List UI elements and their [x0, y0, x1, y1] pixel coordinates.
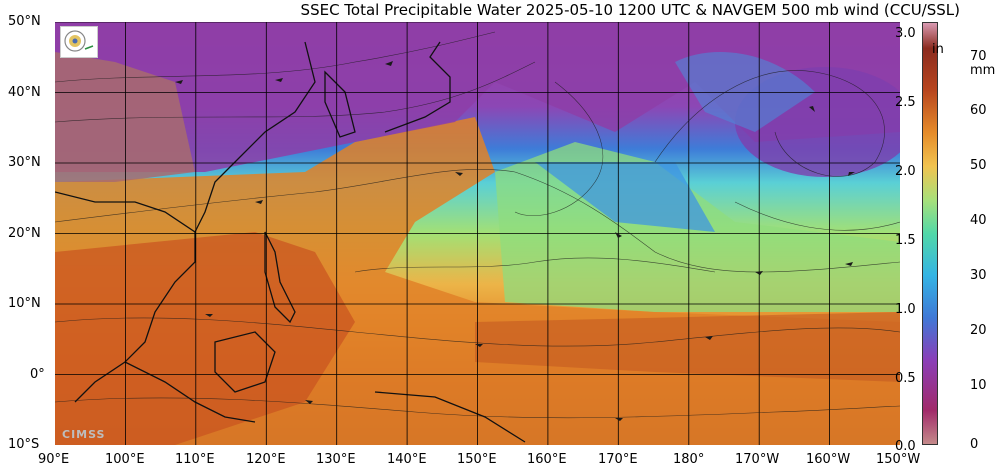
lon-label-120e: 120°E	[246, 452, 286, 467]
colorbar	[922, 22, 938, 445]
lon-label-140e: 140°E	[387, 452, 427, 467]
mainland-coast	[55, 191, 196, 403]
lat-label-30n: 30°N	[8, 155, 41, 170]
lat-label-50n: 50°N	[8, 14, 41, 29]
lon-label-90e: 90°E	[38, 452, 70, 467]
lon-label-160w: 160°W	[806, 452, 851, 467]
graticule	[55, 22, 900, 445]
cbar-mm-30: 30	[970, 268, 987, 283]
cbar-in-0-0: 0.0	[895, 439, 916, 454]
wind-arrows	[175, 61, 855, 421]
lon-label-150e: 150°E	[457, 452, 497, 467]
lon-label-170e: 170°E	[598, 452, 638, 467]
cbar-in-0-5: 0.5	[895, 371, 916, 386]
lon-label-130e: 130°E	[316, 452, 356, 467]
lon-label-110e: 110°E	[175, 452, 215, 467]
cbar-mm-20: 20	[970, 323, 987, 338]
lon-label-150w: 150°W	[876, 452, 921, 467]
colorbar-gradient	[923, 23, 937, 444]
cbar-mm-50: 50	[970, 158, 987, 173]
ssec-logo	[60, 26, 98, 58]
sumatra-java-outline	[124, 361, 256, 423]
coastlines	[55, 41, 526, 443]
precipitable-water-map	[55, 22, 900, 445]
cbar-in-2-5: 2.5	[895, 95, 916, 110]
dry-tongue	[535, 162, 715, 232]
cbar-inch-unit: in	[932, 42, 944, 57]
lat-label-10n: 10°N	[8, 296, 41, 311]
cbar-mm-60: 60	[970, 103, 987, 118]
lat-label-20n: 20°N	[8, 226, 41, 241]
chart-title: SSEC Total Precipitable Water 2025-05-10…	[300, 1, 960, 19]
cbar-mm-10: 10	[970, 378, 987, 393]
lon-label-180: 180°	[673, 452, 705, 467]
lon-label-160e: 160°E	[527, 452, 567, 467]
cbar-mm-40: 40	[970, 213, 987, 228]
lon-label-170w: 170°W	[735, 452, 780, 467]
borneo-outline	[214, 331, 276, 393]
cbar-mm-unit: mm	[970, 63, 996, 78]
ssec-emblem	[64, 30, 94, 52]
map-canvas	[55, 22, 900, 445]
korea-outline	[324, 70, 356, 138]
china-coast	[194, 41, 316, 233]
lat-label-10s: 10°S	[8, 437, 40, 452]
japan-outline	[384, 41, 451, 133]
cimss-watermark: CIMSS	[62, 428, 106, 441]
wind-streamlines	[55, 31, 900, 419]
cbar-in-2-0: 2.0	[895, 164, 916, 179]
cbar-in-3-0: 3.0	[895, 26, 916, 41]
cbar-mm-70: 70	[970, 49, 987, 64]
cbar-mm-0: 0	[970, 437, 979, 452]
lat-label-40n: 40°N	[8, 85, 41, 100]
maritime-continent-moisture	[55, 232, 355, 445]
lat-label-equator: 0°	[30, 367, 45, 382]
moist-plume-north	[675, 52, 815, 132]
lon-label-100e: 100°E	[105, 452, 145, 467]
cbar-in-1-5: 1.5	[895, 233, 916, 248]
new-guinea-outline	[374, 391, 526, 443]
cbar-in-1-0: 1.0	[895, 302, 916, 317]
